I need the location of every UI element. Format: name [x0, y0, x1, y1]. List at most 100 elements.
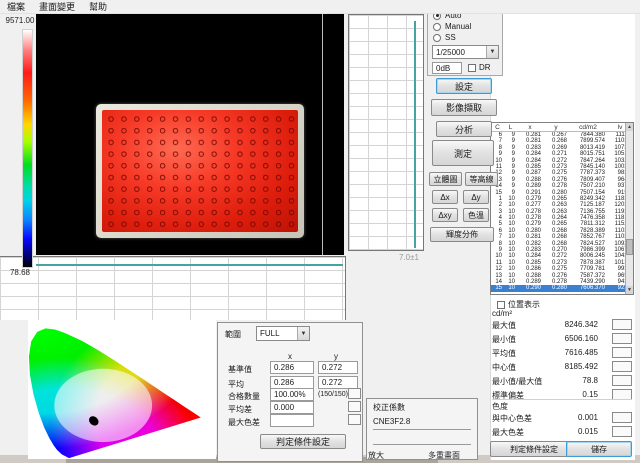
- dr-checkbox-icon[interactable]: [468, 63, 476, 72]
- table-row[interactable]: 13 9 0.288 0.276 7809.407 9643: [495, 176, 625, 183]
- display-panel-bezel: [96, 104, 304, 238]
- table-row[interactable]: 10 9 0.284 0.272 7847.264 10321: [495, 157, 625, 164]
- avg-diff-flag-box: [348, 401, 361, 412]
- chroma-stats-list: 與中心色差 0.001 最大色差 0.015: [492, 411, 634, 439]
- menu-help[interactable]: 幫助: [89, 2, 108, 12]
- stat-row: 最小值/最大值 78.8: [492, 374, 634, 388]
- table-row[interactable]: 9 9 0.284 0.271 8015.751 10514: [498, 151, 625, 158]
- position-display-checkbox-icon[interactable]: [497, 300, 505, 309]
- chroma-flag-box: [612, 426, 632, 437]
- stat-row: 中心值 8185.492: [492, 360, 634, 374]
- menu-file[interactable]: 檔案: [7, 2, 26, 12]
- delta-xy-button[interactable]: Δxy: [432, 208, 458, 222]
- avg-diff-label: 平均差: [228, 405, 252, 414]
- pass-count-field[interactable]: 100.00%: [270, 388, 314, 401]
- radio-ss-icon[interactable]: [433, 33, 441, 42]
- image-capture-button[interactable]: 影像擷取: [431, 99, 497, 116]
- max-colordiff-flag-box: [348, 414, 361, 425]
- table-row[interactable]: 9 10 0.283 0.270 7986.399 10675: [498, 247, 625, 254]
- stat-flag-box: [612, 319, 632, 330]
- average-y-field[interactable]: 0.272: [318, 376, 358, 389]
- range-label: 範圍: [225, 330, 241, 339]
- table-row[interactable]: 6 9 0.281 0.267 7844.380 11112: [498, 132, 625, 138]
- table-row[interactable]: 15 9 0.291 0.280 7507.154 9158: [495, 189, 625, 196]
- table-row[interactable]: 12 9 0.287 0.275 7787.373 9838: [495, 170, 625, 177]
- gain-field[interactable]: 0dB: [432, 62, 462, 74]
- calibration-panel: 校正係數 CNE3F2.8: [366, 398, 478, 460]
- table-row[interactable]: 11 9 0.285 0.273 7845.140 10035: [495, 163, 625, 170]
- red-test-panel: [102, 110, 298, 232]
- scroll-up-icon[interactable]: ▲: [626, 123, 633, 131]
- scale-max-label: 9571.00: [5, 16, 35, 25]
- calibration-title: 校正係數: [373, 403, 405, 412]
- table-header: C L x y cd/m2 lv: [491, 123, 633, 132]
- stat-flag-box: [612, 361, 632, 372]
- chevron-down-icon[interactable]: ▼: [297, 327, 309, 340]
- table-row[interactable]: 14 10 0.289 0.278 7439.290 9430: [495, 278, 625, 285]
- section-cursor-line[interactable]: [322, 14, 323, 255]
- radio-ss[interactable]: SS: [433, 33, 502, 42]
- table-row[interactable]: 6 10 0.280 0.268 7828.389 11032: [498, 227, 625, 234]
- pass-flag-box: [348, 388, 361, 399]
- contour-button[interactable]: 等高線: [465, 172, 498, 186]
- measurement-points-grid: [105, 113, 295, 229]
- radio-manual[interactable]: Manual: [433, 22, 502, 31]
- delta-y-button[interactable]: Δy: [463, 190, 489, 204]
- table-body[interactable]: 6 9 0.281 0.267 7844.380 11112 7 9 0.281…: [491, 132, 625, 294]
- position-display-checkbox[interactable]: 位置表示: [497, 299, 540, 310]
- vertical-profile-plot[interactable]: [348, 14, 424, 251]
- table-row[interactable]: 2 10 0.277 0.263 7125.187 12036: [498, 202, 625, 209]
- delta-x-button[interactable]: Δx: [432, 190, 458, 204]
- table-row[interactable]: 13 10 0.288 0.276 7587.372 9658: [495, 272, 625, 279]
- avg-diff-field[interactable]: 0.000: [270, 401, 314, 414]
- table-row[interactable]: 12 10 0.286 0.275 7709.781 9931: [495, 266, 625, 273]
- stat-flag-box: [612, 347, 632, 358]
- scroll-down-icon[interactable]: ▼: [626, 286, 633, 294]
- shutter-speed-select[interactable]: 1/25000 ▼: [432, 45, 499, 59]
- table-scrollbar[interactable]: ▲ ▼: [625, 123, 633, 294]
- judge-condition-button-right[interactable]: 判定條件設定: [490, 441, 578, 457]
- chevron-down-icon[interactable]: ▼: [486, 46, 498, 58]
- range-judgement-panel: 範圍 FULL ▼ x y 基準值 0.286 0.272 平均 0.286 0.…: [217, 322, 363, 462]
- reference-x-field[interactable]: 0.286: [270, 361, 314, 374]
- dr-checkbox[interactable]: DR: [468, 63, 491, 72]
- cursor-value-label: 7.0±1: [399, 253, 419, 262]
- judge-condition-button[interactable]: 判定條件設定: [260, 434, 346, 449]
- measurement-table[interactable]: C L x y cd/m2 lv 6 9 0.281 0.267 7844.38…: [490, 122, 634, 295]
- table-row[interactable]: 4 10 0.278 0.264 7476.358 11819: [498, 215, 625, 222]
- menu-view-change[interactable]: 畫面變更: [39, 2, 76, 12]
- table-row[interactable]: 15 10 0.290 0.280 7606.370 9236: [491, 285, 625, 292]
- stat-row: 最小值 6506.160: [492, 332, 634, 346]
- save-button[interactable]: 儲存: [566, 441, 632, 457]
- scrollbar-thumb[interactable]: [626, 239, 633, 256]
- horizontal-profile-plot[interactable]: [0, 256, 346, 320]
- cie-chromaticity-diagram[interactable]: [28, 318, 216, 459]
- table-row[interactable]: 8 9 0.283 0.269 8013.419 10732: [498, 144, 625, 151]
- table-row[interactable]: 1 10 0.279 0.265 8249.342 11837: [498, 195, 625, 202]
- luminance-dist-button[interactable]: 輝度分佈: [430, 227, 494, 242]
- measured-color-point: [89, 416, 99, 426]
- range-select[interactable]: FULL ▼: [256, 326, 310, 341]
- table-row[interactable]: 3 10 0.278 0.263 7136.755 11930: [498, 208, 625, 215]
- average-label: 平均: [228, 380, 244, 389]
- radio-manual-icon[interactable]: [433, 22, 441, 31]
- analyze-button[interactable]: 分析: [436, 121, 492, 137]
- capture-settings-group: Auto Manual SS 1/25000 ▼ 0dB DR: [427, 8, 503, 76]
- table-row[interactable]: 11 10 0.285 0.273 7878.387 10131: [495, 259, 625, 266]
- color-temp-button[interactable]: 色溫: [463, 208, 489, 222]
- horizontal-profile-curve: [36, 264, 343, 266]
- table-row[interactable]: 8 10 0.282 0.268 7824.527 10928: [498, 240, 625, 247]
- setup-button[interactable]: 設定: [436, 78, 492, 94]
- reference-y-field[interactable]: 0.272: [318, 361, 358, 374]
- solid-3d-button[interactable]: 立體圖: [429, 172, 462, 186]
- luminance-image-viewport[interactable]: [36, 14, 344, 255]
- measure-button[interactable]: 測定: [432, 140, 494, 166]
- table-row[interactable]: 7 10 0.281 0.268 7852.767 11030: [498, 234, 625, 241]
- max-colordiff-field[interactable]: [270, 414, 314, 427]
- chroma-section-title: 色度: [492, 402, 508, 411]
- table-row[interactable]: 5 10 0.279 0.265 7811.312 11521: [498, 221, 625, 228]
- table-row[interactable]: 14 9 0.289 0.278 7507.210 9378: [495, 183, 625, 190]
- stat-row: 平均值 7616.485: [492, 346, 634, 360]
- table-row[interactable]: 7 9 0.281 0.268 7899.574 11038: [498, 138, 625, 145]
- table-row[interactable]: 10 10 0.284 0.272 8006.245 10436: [495, 253, 625, 260]
